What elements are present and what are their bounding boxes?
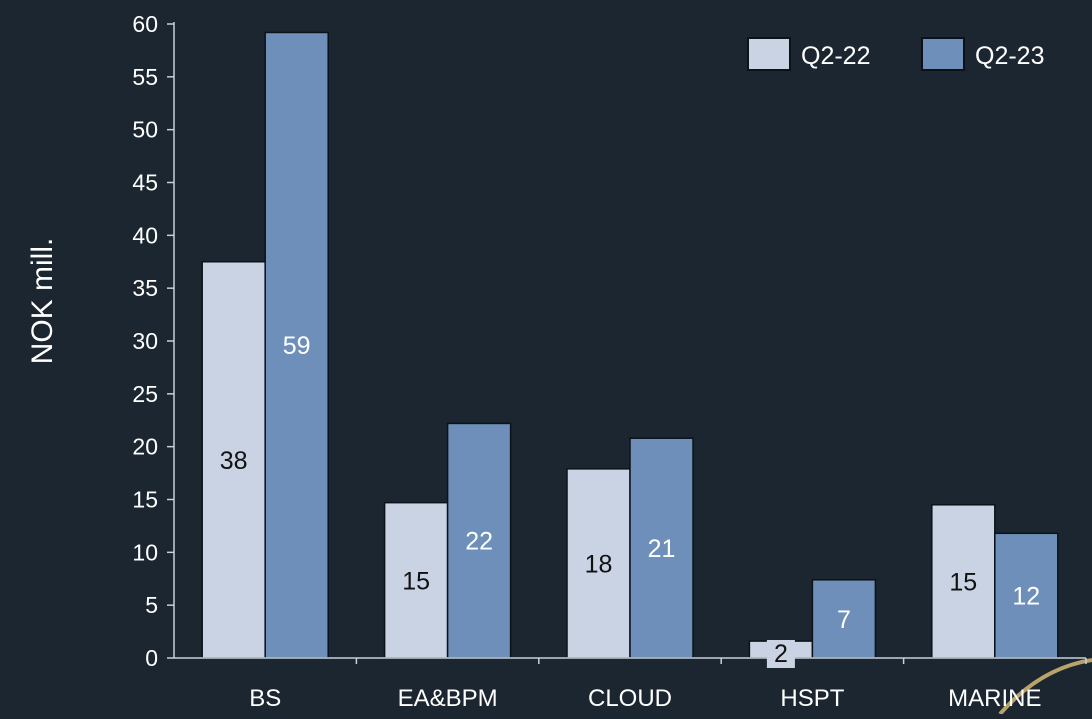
y-tick-label: 5 — [145, 592, 158, 618]
data-label-background — [766, 640, 795, 668]
legend: Q2-22 Q2-23 — [747, 37, 1044, 71]
y-tick-label: 35 — [132, 275, 158, 301]
legend-swatch — [921, 37, 965, 71]
x-tick-label: EA&BPM — [398, 685, 498, 712]
bar-q2-23-hspt — [811, 579, 877, 659]
data-label: 21 — [648, 535, 676, 563]
bar-q2-23-marine — [994, 532, 1059, 659]
y-tick-label: 15 — [132, 487, 158, 513]
decorative-layer — [998, 658, 1092, 716]
y-tick-label: 50 — [132, 117, 158, 143]
x-tick-label: MARINE — [948, 685, 1041, 712]
data-label: 15 — [402, 567, 430, 595]
y-tick-label: 25 — [132, 381, 158, 407]
data-label: 7 — [837, 606, 851, 634]
bars-layer — [201, 31, 1059, 659]
y-tick-label: 20 — [132, 434, 158, 460]
x-tick-label: CLOUD — [588, 685, 672, 712]
legend-label: Q2-22 — [801, 42, 870, 70]
data-label: 22 — [465, 528, 493, 556]
data-label: 18 — [585, 550, 613, 578]
decorative-arc — [998, 658, 1092, 716]
bar-q2-23-bs — [264, 31, 329, 659]
data-label: 2 — [774, 640, 788, 668]
y-tick-label: 0 — [145, 645, 158, 671]
legend-swatch — [747, 37, 791, 71]
data-label: 15 — [949, 568, 977, 596]
bar-q2-23-cloud — [629, 437, 694, 659]
value-labels-layer: 38 59 15 22 18 21 2 7 15 12 — [220, 332, 1040, 668]
y-tick-label: 10 — [132, 539, 158, 565]
y-tick-label: 30 — [132, 328, 158, 354]
x-tick-label: BS — [249, 685, 281, 712]
axes-layer: 0 5 10 15 20 25 30 35 40 45 50 55 60 NOK mill. BS EA&BP… — [26, 11, 1087, 712]
data-label: 59 — [283, 332, 311, 360]
x-tick-label: HSPT — [780, 685, 844, 712]
bar-q2-23-eabpm — [446, 422, 512, 659]
y-tick-label: 60 — [132, 11, 158, 37]
y-axis-title: NOK mill. — [26, 238, 59, 365]
legend-label: Q2-23 — [975, 42, 1044, 70]
y-tick-label: 40 — [132, 222, 158, 248]
data-label: 38 — [220, 447, 248, 475]
data-label: 12 — [1012, 583, 1040, 611]
y-tick-label: 55 — [132, 64, 158, 90]
y-tick-label: 45 — [132, 170, 158, 196]
